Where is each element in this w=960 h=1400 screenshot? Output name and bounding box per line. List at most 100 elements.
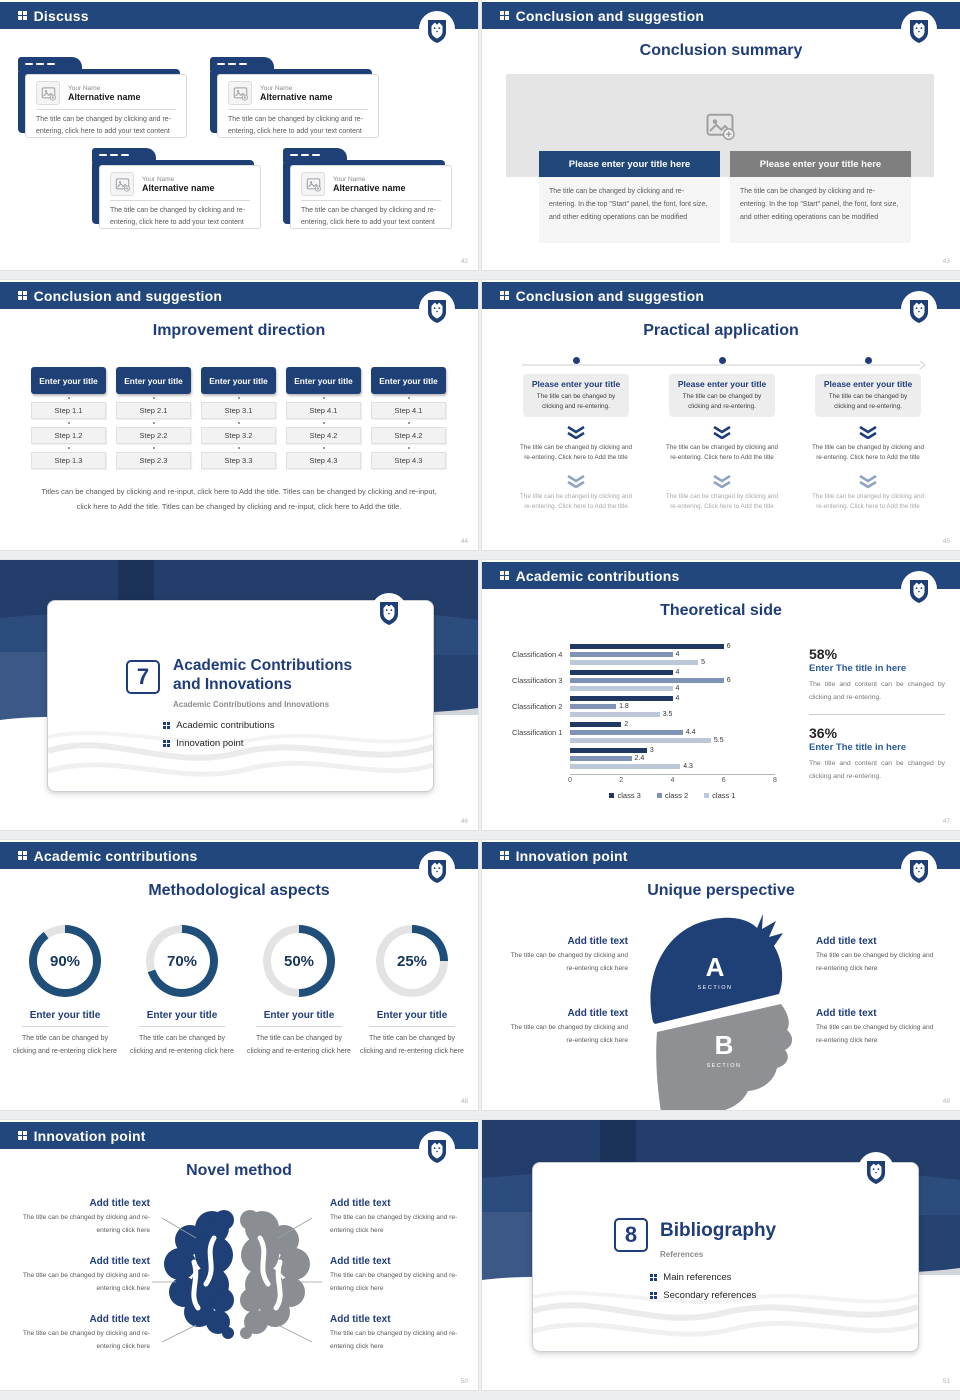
step-box[interactable]: Step 4.2 <box>371 427 446 444</box>
step-box[interactable]: Step 4.1 <box>371 402 446 419</box>
slide-title: Theoretical side <box>660 602 782 619</box>
milestone-subtext: The title can be changed by clicking and… <box>828 393 908 410</box>
chart-group: 3 2.4 4.3 <box>512 747 788 770</box>
milestone-box[interactable]: Please enter your title The title can be … <box>815 374 921 417</box>
step-box[interactable]: Step 2.3 <box>116 452 191 469</box>
profile-card: Your Name Alternative name The title can b… <box>283 148 453 232</box>
block-title: Add title text <box>330 1256 391 1267</box>
text-block-left: Add title text The title can be changed b… <box>504 936 628 975</box>
alternative-name: Alternative name <box>68 91 141 102</box>
enter-title-button[interactable]: Enter your title <box>31 367 106 394</box>
slide-content: Please enter your title here The title ca… <box>482 0 960 270</box>
enter-title-button[interactable]: Enter your title <box>201 367 276 394</box>
block-body: The title can be changed by clicking and… <box>22 1272 150 1292</box>
step-box[interactable]: Step 3.2 <box>201 427 276 444</box>
double-chevron-down-icon <box>713 474 731 489</box>
chart-bar <box>570 764 681 769</box>
chart-bar-row: 5.5 <box>570 737 788 744</box>
enter-title-button[interactable]: Enter your title <box>116 367 191 394</box>
chart-category-label: Classification 2 <box>512 702 563 711</box>
block-body: The title can be changed by clicking and… <box>330 1272 458 1292</box>
chart-bar <box>570 730 683 735</box>
slide-46-section-7[interactable]: 7 Academic Contributions and Innovations A… <box>0 560 478 830</box>
step-box[interactable]: Step 2.2 <box>116 427 191 444</box>
chart-bar-row: 4.4 <box>570 729 788 736</box>
title-bar: Please enter your title here <box>730 151 911 177</box>
slide-47-theoretical-side[interactable]: Academic contributions Theoretical side … <box>482 560 960 830</box>
slide-49-unique-perspective[interactable]: Innovation point Unique perspective A SE… <box>482 840 960 1110</box>
step-box[interactable]: Step 4.2 <box>286 427 361 444</box>
card-text: The title can be changed by clicking and… <box>36 116 172 135</box>
card-text: The title can be changed by clicking and… <box>301 207 437 226</box>
chart-x-axis: 0 2 4 6 8 <box>568 774 777 787</box>
page-number: 50 <box>460 1378 468 1385</box>
card-body: Your Name Alternative name The title can b… <box>99 165 261 229</box>
section-title: Academic Contributions and Innovations <box>173 657 353 693</box>
slide-50-novel-method[interactable]: Innovation point Novel method Add title … <box>0 1120 478 1390</box>
step-box[interactable]: Step 4.3 <box>286 452 361 469</box>
step-box[interactable]: Step 3.3 <box>201 452 276 469</box>
folder-tab-icon <box>92 148 156 162</box>
stat-percent: 36% <box>809 725 838 741</box>
block-title: Add title text <box>89 1256 150 1267</box>
section-number-box: 7 <box>126 660 160 694</box>
wave-pattern <box>533 1271 918 1351</box>
chart-bar <box>570 738 711 743</box>
step-connector-dot <box>67 397 70 399</box>
double-chevron-down-icon <box>859 474 877 489</box>
wave-pattern <box>48 711 433 791</box>
step-column: Enter your title Step 1.1 Step 1.2 Step 1.3 <box>31 367 106 469</box>
slide-51-section-8[interactable]: 8 Bibliography References Main references Se… <box>482 1120 960 1390</box>
block-title: Add title text <box>567 1008 628 1019</box>
bullet-label: Academic contributions <box>176 720 275 731</box>
block-title: Add title text <box>816 936 877 947</box>
enter-title-button[interactable]: Enter your title <box>371 367 446 394</box>
step-box[interactable]: Step 1.1 <box>31 402 106 419</box>
step-box[interactable]: Step 1.3 <box>31 452 106 469</box>
university-shield-logo <box>901 571 937 607</box>
wave-decoration <box>48 730 433 777</box>
image-placeholder <box>301 172 325 196</box>
enter-title-button[interactable]: Enter your title <box>286 367 361 394</box>
section-bullet-item: Main references <box>650 1272 731 1283</box>
step-box[interactable]: Step 1.2 <box>31 427 106 444</box>
step-box[interactable]: Step 2.1 <box>116 402 191 419</box>
slide-44-improvement-direction[interactable]: Conclusion and suggestion Improvement di… <box>0 280 478 550</box>
step-box[interactable]: Step 4.3 <box>371 452 446 469</box>
milestone-step-text-light: The title can be changed by clicking and… <box>811 493 925 510</box>
chart-group: Classification 3 4 6 4 <box>512 669 788 692</box>
chart-bar-row: 2 <box>570 721 788 728</box>
page-number: 51 <box>942 1378 950 1385</box>
grid-icon <box>18 851 27 860</box>
step-box[interactable]: Step 4.1 <box>286 402 361 419</box>
slide-43-conclusion-summary[interactable]: Conclusion and suggestion Conclusion sum… <box>482 0 960 270</box>
stat-block: 58% Enter The title in here The title and … <box>809 646 945 704</box>
header-bar: Conclusion and suggestion <box>482 2 960 29</box>
chart-bar-value: 1.8 <box>619 703 629 710</box>
head-silhouette-graphic: A SECTION B SECTION <box>627 912 797 1110</box>
footer-note: Titles can be changed by clicking and re… <box>41 487 437 511</box>
step-connector-dot <box>237 397 240 399</box>
donut-title-divider <box>139 1026 225 1027</box>
folder-tab-icon <box>210 57 274 71</box>
progress-donut: 25% <box>376 925 448 997</box>
milestone-box[interactable]: Please enter your title The title can be … <box>523 374 629 417</box>
bar-chart: Classification 4 6 4 5 Classification 3 4 6 4 Cl… <box>512 643 788 800</box>
chart-bar-row: 4 <box>570 669 788 676</box>
text-block-left: Add title text The title can be changed b… <box>18 1198 150 1237</box>
slide-45-practical-application[interactable]: Conclusion and suggestion Practical appl… <box>482 280 960 550</box>
step-box[interactable]: Step 3.1 <box>201 402 276 419</box>
slide-title: Conclusion summary <box>639 42 803 59</box>
slide-48-methodological-aspects[interactable]: Academic contributions Methodological as… <box>0 840 478 1110</box>
page-number: 42 <box>460 258 468 265</box>
chart-bar-row: 4.3 <box>570 763 788 770</box>
donut-percent-label: 25% <box>396 952 428 970</box>
milestone-box[interactable]: Please enter your title The title can be … <box>669 374 775 417</box>
chart-bar-row: 4 <box>570 685 788 692</box>
section-number-box: 8 <box>614 1218 648 1252</box>
block-title: Add title text <box>89 1198 150 1209</box>
slide-42-discuss[interactable]: Discuss Your Name Alternative name The tit… <box>0 0 478 270</box>
divider <box>228 109 368 110</box>
axis-tick-label: 4 <box>670 777 675 784</box>
university-shield-logo <box>419 851 455 887</box>
